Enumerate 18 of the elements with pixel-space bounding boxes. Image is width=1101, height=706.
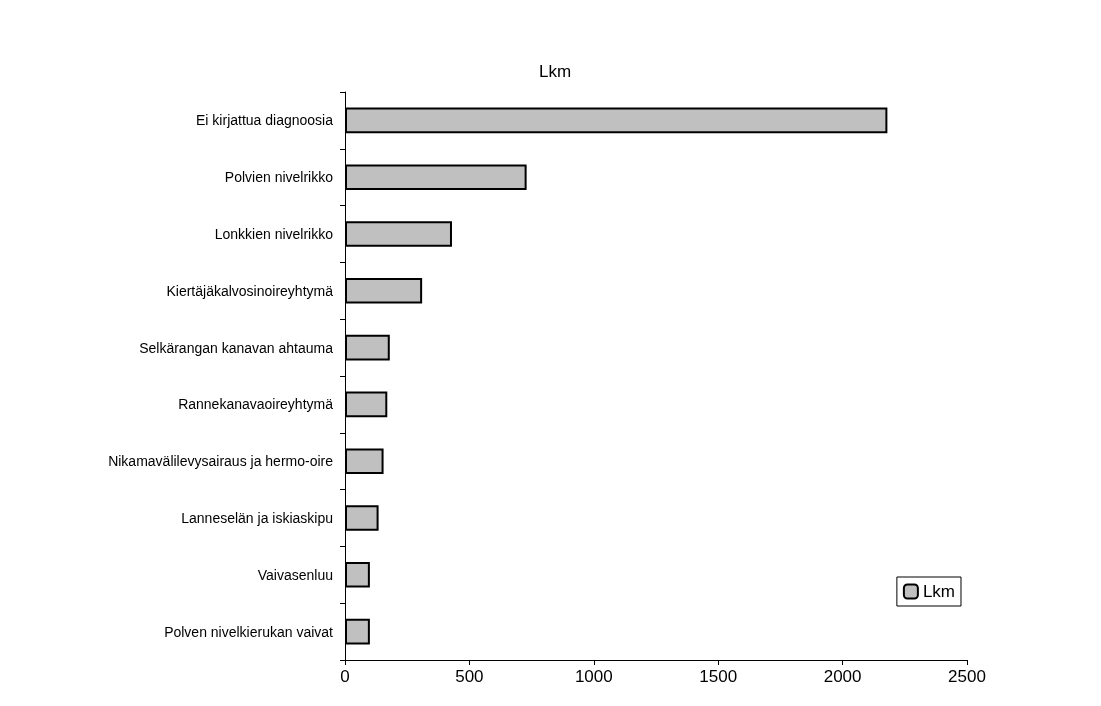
x-tick-label: 1000 [574, 667, 613, 686]
y-tick-label: Polven nivelkierukan vaivat [164, 623, 334, 640]
legend-label: Lkm [922, 582, 956, 601]
y-tick-label: Lonkkien nivelrikko [214, 226, 334, 242]
y-tick-label: Kiertäjäkalvosinoireyhtymä [166, 282, 334, 299]
y-tick-label: Selkärangan kanavan ahtauma [139, 339, 334, 356]
y-tick-label: Vaivasenluu [257, 566, 333, 583]
y-tick-label: Nikamavälilevysairaus ja hermo-oire [108, 453, 334, 470]
x-tick-label: 1500 [699, 667, 738, 686]
x-tick-label: 500 [455, 667, 484, 686]
x-tick-label: 2500 [948, 667, 986, 686]
y-tick-label: Ei kirjattua diagnoosia [196, 112, 334, 129]
x-tick-label: 2000 [823, 667, 862, 686]
x-tick-label: 0 [340, 667, 350, 686]
y-tick-label: Polvien nivelrikko [224, 169, 334, 186]
y-tick-label: Rannekanavaoireyhtymä [178, 396, 334, 413]
y-tick-label: Lanneselän ja iskiaskipu [181, 510, 333, 526]
chart-title: Lkm [538, 62, 572, 81]
